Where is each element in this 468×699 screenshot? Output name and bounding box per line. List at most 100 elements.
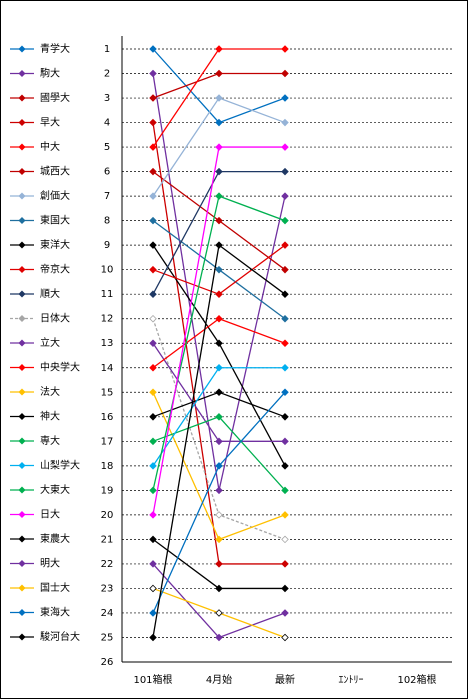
legend-label: 駒大 (40, 67, 60, 80)
marker (149, 584, 157, 593)
y-tick-label: 5 (104, 142, 110, 153)
y-tick-label: 10 (101, 265, 114, 276)
marker (149, 265, 157, 274)
legend-marker (18, 339, 26, 347)
marker (149, 69, 157, 78)
legend-marker (18, 192, 26, 200)
legend-marker (18, 510, 26, 519)
y-tick-label: 1 (104, 44, 110, 55)
marker (215, 560, 223, 568)
marker (215, 388, 223, 397)
marker (281, 633, 289, 642)
marker (149, 511, 157, 519)
x-tick-label: 最新 (275, 673, 295, 686)
legend-label: 青学大 (40, 42, 70, 55)
legend-marker (18, 314, 26, 323)
y-tick-label: 20 (101, 510, 114, 521)
legend-marker (18, 69, 26, 78)
legend-label: 国士大 (40, 581, 70, 594)
marker (215, 584, 223, 593)
marker (215, 69, 223, 78)
y-tick-label: 12 (101, 314, 114, 325)
marker (281, 584, 289, 593)
legend-label: 立大 (40, 336, 60, 349)
marker (149, 314, 157, 323)
marker (281, 167, 289, 176)
marker (281, 535, 289, 544)
legend-marker (18, 388, 26, 396)
marker (215, 216, 223, 225)
y-tick-label: 15 (101, 387, 114, 398)
marker (215, 462, 223, 470)
marker (149, 486, 157, 495)
legend-marker (18, 290, 26, 298)
y-tick-label: 2 (104, 69, 110, 80)
x-tick-label: 101箱根 (133, 673, 172, 686)
legend-label: 駿河台大 (40, 630, 80, 643)
legend-marker (18, 94, 26, 102)
marker (281, 462, 289, 470)
legend-label: 山梨学大 (40, 459, 80, 472)
y-tick-label: 7 (104, 191, 110, 202)
marker (281, 290, 289, 298)
legend-marker (18, 45, 26, 53)
marker (149, 388, 157, 397)
y-tick-label: 16 (101, 412, 114, 423)
marker (215, 118, 223, 127)
marker (149, 118, 157, 127)
marker (215, 339, 223, 348)
legend-marker (18, 118, 26, 127)
y-tick-label: 11 (101, 289, 114, 300)
legend-marker (18, 143, 26, 151)
marker (215, 535, 223, 544)
marker (281, 216, 289, 225)
legend-marker (18, 584, 26, 592)
x-tick-label: 4月始 (206, 673, 232, 686)
legend-label: 東洋大 (40, 238, 70, 251)
y-tick-label: 22 (101, 559, 114, 570)
marker (215, 192, 223, 200)
y-tick-label: 3 (104, 93, 110, 104)
legend-label: 神大 (40, 410, 60, 423)
marker (281, 69, 289, 78)
marker (149, 216, 157, 225)
legend-label: 城西大 (40, 165, 70, 178)
legend-label: 法大 (40, 385, 60, 398)
marker (215, 314, 223, 323)
marker (149, 167, 157, 176)
marker (149, 462, 157, 470)
marker (149, 560, 157, 568)
legend-label: 中央学大 (40, 361, 80, 374)
marker (149, 94, 157, 102)
marker (215, 94, 223, 102)
legend-marker (18, 559, 26, 568)
y-tick-label: 26 (101, 657, 114, 668)
marker (281, 314, 289, 323)
marker (215, 45, 223, 53)
marker (149, 437, 157, 446)
marker (281, 192, 289, 200)
legend-label: 早大 (40, 116, 60, 129)
marker (149, 363, 157, 372)
legend-label: 中大 (40, 140, 60, 153)
marker (281, 437, 289, 446)
marker (149, 241, 157, 249)
y-tick-label: 24 (101, 608, 114, 619)
legend-label: 創価大 (40, 189, 70, 202)
y-tick-label: 17 (101, 436, 114, 447)
marker (281, 118, 289, 127)
legend-label: 日大 (40, 508, 60, 521)
y-tick-label: 21 (101, 534, 114, 545)
marker (149, 609, 157, 617)
marker (149, 45, 157, 53)
marker (281, 486, 289, 495)
legend-marker (18, 608, 26, 617)
legend-marker (18, 167, 26, 176)
legend-label: 國學大 (40, 91, 70, 104)
x-tick-label: ｴﾝﾄﾘｰ (339, 675, 364, 686)
legend-label: 帝京大 (40, 263, 70, 276)
legend-marker (18, 241, 26, 249)
legend-label: 順大 (40, 287, 60, 300)
